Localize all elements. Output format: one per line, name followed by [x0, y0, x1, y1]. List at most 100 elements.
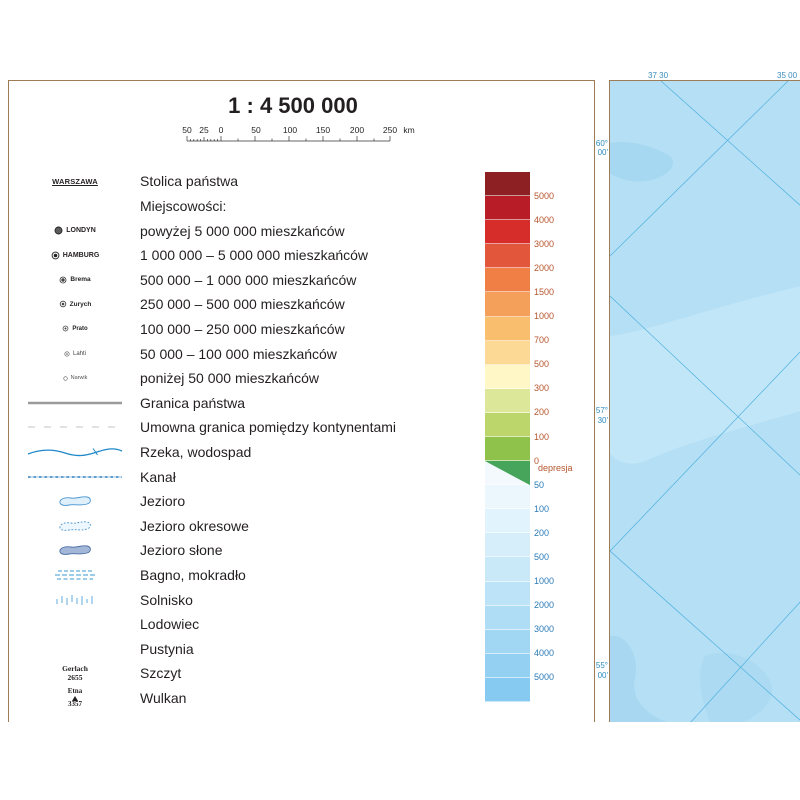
hyps-label-depth: 500 — [534, 551, 550, 562]
legend-row-canal: Kanał — [20, 464, 450, 489]
legend-symbol — [20, 415, 130, 439]
hyps-cell-sea — [485, 509, 530, 534]
legend-row-peak: Gerlach 2655 Szczyt — [20, 661, 450, 686]
city-symbol: Prato — [62, 325, 88, 332]
legend-symbol: Etna 3357 — [20, 686, 130, 710]
legend-label: 100 000 – 250 000 mieszkańców — [140, 320, 345, 337]
legend-row-salt-pan: Solnisko — [20, 587, 450, 612]
legend-symbol-empty — [20, 194, 130, 218]
city-dot-ring-icon — [59, 301, 66, 308]
hyps-cell-sea — [485, 677, 530, 702]
capital-city-symbol: WARSZAWA — [52, 176, 98, 186]
legend-label: 50 000 – 100 000 mieszkańców — [140, 345, 337, 362]
scale-bar-label: 250 — [383, 125, 397, 135]
legend-label: 1 000 000 – 5 000 000 mieszkańców — [140, 247, 369, 264]
hyps-cell-land — [485, 388, 530, 413]
legend-row-river: Rzeka, wodospad — [20, 440, 450, 465]
legend-row-city-1m: HAMBURG 1 000 000 – 5 000 000 mieszkańcó… — [20, 243, 450, 268]
volcano-name: Etna — [67, 686, 83, 695]
hyps-cell-land — [485, 268, 530, 293]
city-name: LONDYN — [66, 227, 96, 235]
legend-label: Jezioro okresowe — [140, 517, 249, 534]
map-graticule-line — [610, 550, 800, 721]
hyps-cell-sea — [485, 653, 530, 678]
swamp-icon — [55, 570, 95, 580]
legend-label: Wulkan — [140, 690, 187, 707]
legend-row-salt-lake: Jezioro słone — [20, 538, 450, 563]
legend-row-seasonal-lake: Jezioro okresowe — [20, 514, 450, 539]
legend-symbol — [20, 588, 130, 612]
city-dot-small-icon — [64, 351, 70, 357]
state-border-line-icon — [28, 401, 122, 405]
legend-symbol — [20, 489, 130, 513]
hyps-label-elevation: 1500 — [534, 286, 555, 297]
scale-bar-label: 0 — [219, 125, 224, 135]
legend-symbol: Narwik — [20, 366, 130, 390]
hyps-label-elevation: 0 — [534, 455, 540, 466]
scale-bar-label: 100 — [283, 125, 297, 135]
legend-label: Umowna granica pomiędzy kontynentami — [140, 419, 397, 436]
city-symbol: Narwik — [62, 375, 87, 381]
scale-bar-ticks — [186, 136, 391, 142]
lat-label-deg: 60° — [595, 139, 608, 148]
hyps-label-elevation: 4000 — [534, 214, 555, 225]
deep-water-patch — [700, 652, 772, 722]
hyps-cell-land — [485, 437, 530, 462]
depression-label: depresja — [538, 463, 573, 473]
hyps-label-depth: 3000 — [534, 624, 555, 635]
legend-label: Kanał — [140, 468, 176, 485]
legend-label: poniżej 50 000 mieszkańców — [140, 370, 319, 387]
seasonal-lake-icon — [59, 521, 91, 531]
legend-row-city-500k: Brema 500 000 – 1 000 000 mieszkańców — [20, 267, 450, 292]
shallow-water-patch — [610, 286, 800, 464]
city-dot-ring-icon — [51, 251, 60, 259]
legend-row-swamp: Bagno, mokradło — [20, 563, 450, 588]
legend-label: Stolica państwa — [140, 173, 239, 190]
legend-row-city-250k: Zurych 250 000 – 500 000 mieszkańców — [20, 292, 450, 317]
legend-label: Solnisko — [140, 591, 193, 608]
map-graticule-line — [660, 81, 800, 206]
hyps-cell-sea — [485, 629, 530, 654]
map-graticule-line — [610, 351, 800, 552]
lat-label-deg: 57° — [595, 406, 608, 415]
legend-row-continental-boundary: Umowna granica pomiędzy kontynentami — [20, 415, 450, 440]
legend-row-volcano: Etna 3357 Wulkan — [20, 686, 450, 711]
hyps-cell-land — [485, 220, 530, 245]
legend-symbol: Brema — [20, 268, 130, 292]
hyps-label-depth: 50 — [534, 479, 545, 490]
hyps-cell-land — [485, 244, 530, 269]
legend-row-lake: Jezioro — [20, 489, 450, 514]
legend-symbol — [20, 563, 130, 587]
legend-row-city-5m: LONDYN powyżej 5 000 000 mieszkańców — [20, 218, 450, 243]
volcano-symbol: Etna 3357 — [67, 686, 83, 709]
hyps-label-elevation: 5000 — [534, 190, 555, 201]
city-symbol: Brema — [59, 276, 91, 284]
lat-label-deg: 55° — [595, 661, 608, 670]
city-dot-ring-icon — [59, 276, 67, 284]
hyps-cell-land — [485, 172, 530, 197]
city-name: Zurych — [69, 300, 92, 308]
legend-label: Szczyt — [140, 665, 182, 682]
map-panel — [609, 80, 800, 722]
hyps-label-depth: 5000 — [534, 672, 555, 683]
hyps-label-elevation: 700 — [534, 335, 550, 346]
legend-row-city-100k: Prato 100 000 – 250 000 mieszkańców — [20, 317, 450, 342]
hyps-cell-land — [485, 412, 530, 437]
legend-list: WARSZAWA Stolica państwa Miejscowości: L… — [20, 169, 450, 710]
deep-water-patch — [610, 141, 674, 182]
legend-symbol: WARSZAWA — [20, 169, 130, 193]
scale-bar-label: 50 — [251, 125, 261, 135]
legend-symbol: Prato — [20, 317, 130, 341]
legend-row-desert: Pustynia — [20, 637, 450, 662]
map-sea — [610, 81, 800, 722]
legend-symbol — [20, 514, 130, 538]
city-dot-tiny-icon — [62, 376, 68, 381]
hyps-cell-sea — [485, 557, 530, 582]
hyps-label-depth: 2000 — [534, 600, 555, 611]
legend-symbol: Gerlach 2655 — [20, 661, 130, 685]
legend-label: Pustynia — [140, 640, 194, 657]
legend-symbol — [20, 465, 130, 489]
scale-bar-label: 50 — [182, 125, 192, 135]
peak-symbol: Gerlach 2655 — [62, 664, 88, 682]
hyps-cell-land — [485, 340, 530, 365]
